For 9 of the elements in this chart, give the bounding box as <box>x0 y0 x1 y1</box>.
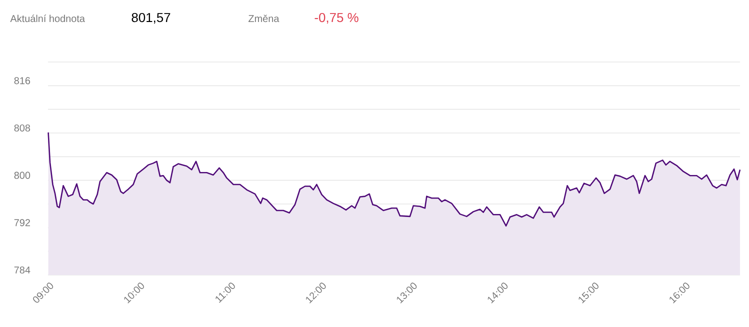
text: -0,75 % <box>314 12 358 24</box>
text: 801,57 <box>132 12 170 24</box>
y-tick-label: 800 <box>14 172 30 179</box>
y-tick-label: 808 <box>14 124 30 132</box>
y-tick-label: 784 <box>14 266 30 274</box>
y-tick-label: 792 <box>14 219 30 226</box>
text: Změna <box>248 14 280 22</box>
y-tick-label: 816 <box>14 77 30 84</box>
text: Aktuální hodnota <box>10 14 85 22</box>
